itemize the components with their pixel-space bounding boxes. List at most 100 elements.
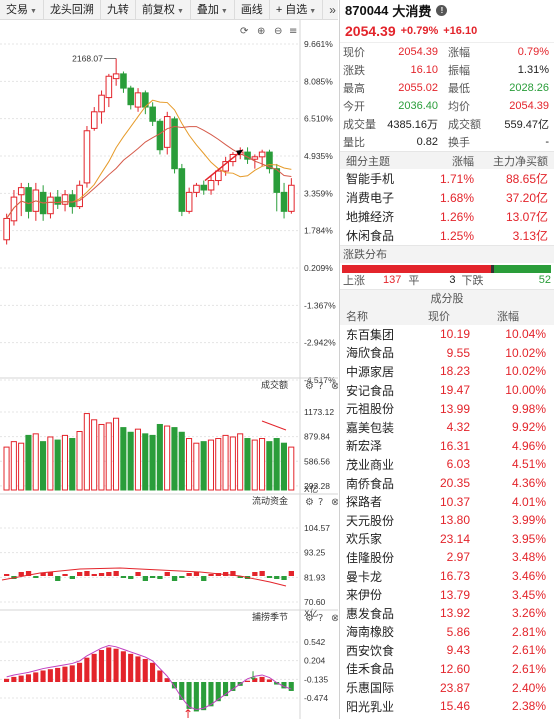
constituent-row[interactable]: 阳光乳业 15.46 2.38% bbox=[340, 697, 554, 716]
flow-bar bbox=[84, 571, 90, 576]
volume-bar bbox=[91, 419, 98, 491]
constituent-name: 东百集团 bbox=[346, 327, 395, 342]
oscillator-bar bbox=[18, 675, 24, 682]
volume-bar bbox=[171, 427, 178, 491]
constituent-row[interactable]: 南侨食品 20.35 4.36% bbox=[340, 474, 554, 493]
menu-icon: ≡ bbox=[289, 26, 297, 37]
constituent-row[interactable]: 探路者 10.37 4.01% bbox=[340, 492, 554, 511]
volume-bar bbox=[25, 434, 32, 491]
volume-bar bbox=[105, 422, 112, 491]
quote-value: 0.79% bbox=[517, 46, 549, 58]
constituent-row[interactable]: 佳隆股份 2.97 3.48% bbox=[340, 548, 554, 567]
constituent-change: 10.00% bbox=[505, 383, 546, 398]
constituent-change: 2.61% bbox=[511, 661, 546, 676]
quote-value: 0.82 bbox=[416, 136, 438, 148]
volume-axis-tick: 879.84 bbox=[304, 432, 330, 442]
candle-body bbox=[193, 184, 200, 193]
sector-table: 细分主题 涨幅 主力净买额 智能手机 1.71% 88.65亿 消费电子 1.68% 37.20… bbox=[340, 151, 554, 245]
change-value: +16.10 bbox=[443, 25, 478, 37]
constituent-row[interactable]: 中源家居 18.23 10.02% bbox=[340, 362, 554, 381]
volume-bar bbox=[178, 431, 185, 491]
constituent-row[interactable]: 来伊份 13.79 3.45% bbox=[340, 585, 554, 604]
constituent-row[interactable]: 嘉美包装 4.32 9.92% bbox=[340, 418, 554, 437]
toolbar-overlay[interactable]: 叠加 ▼ bbox=[191, 0, 235, 20]
constituent-row[interactable]: 佳禾食品 12.60 2.61% bbox=[340, 660, 554, 679]
candle-body bbox=[200, 184, 208, 191]
stock-name: 大消费 bbox=[392, 3, 432, 19]
constituent-change: 4.96% bbox=[511, 438, 546, 453]
candle-body bbox=[207, 180, 215, 191]
info-icon[interactable]: ! bbox=[436, 4, 448, 16]
quote-row: 涨跌 16.10 振幅 1.31% bbox=[340, 61, 554, 79]
oscillator-bar bbox=[91, 653, 97, 682]
constituent-row[interactable]: 惠发食品 13.92 3.26% bbox=[340, 604, 554, 623]
volume-bar bbox=[76, 431, 83, 491]
toolbar-trade[interactable]: 交易 ▼ bbox=[0, 0, 44, 20]
up-label: 上涨 bbox=[343, 275, 365, 287]
oscillator-bar bbox=[106, 647, 112, 682]
constituent-row[interactable]: 东百集团 10.19 10.04% bbox=[340, 325, 554, 344]
constituent-name: 探路者 bbox=[346, 495, 383, 510]
oscillator-bar bbox=[288, 682, 294, 691]
constituent-row[interactable]: 欢乐家 23.14 3.95% bbox=[340, 530, 554, 549]
oscillator-bar bbox=[128, 653, 134, 682]
sector-change: 1.26% bbox=[439, 209, 474, 224]
sector-row[interactable]: 休闲食品 1.25% 3.13亿 bbox=[340, 226, 554, 245]
quote-label: 涨跌 bbox=[343, 65, 365, 77]
constituent-row[interactable]: 海欣食品 9.55 10.02% bbox=[340, 344, 554, 363]
oscillator-bar bbox=[215, 682, 221, 702]
oscillator-title: 捕捞季节 bbox=[252, 611, 288, 622]
toolbar-add-watchlist[interactable]: + 自选 ▼ bbox=[270, 0, 324, 20]
constituent-row[interactable]: 茂业商业 6.03 4.51% bbox=[340, 455, 554, 474]
oscillator-bar bbox=[11, 676, 17, 682]
sector-net-buy: 88.65亿 bbox=[505, 172, 548, 186]
flow-bar bbox=[106, 572, 112, 576]
toolbar-leader-review[interactable]: 龙头回溯 bbox=[44, 0, 101, 20]
flow-bar bbox=[252, 572, 258, 576]
constituent-price: 4.32 bbox=[446, 420, 470, 435]
settings-icon: ⚙ bbox=[305, 497, 314, 508]
sector-header-cell: 主力净买额 bbox=[493, 155, 548, 168]
constituent-name: 惠发食品 bbox=[346, 606, 395, 621]
flow-axis-tick: 104.57 bbox=[304, 523, 330, 533]
stock-chart-svg[interactable]: 9.661% 8.085% 6.510% 4.935% 3.359% 1.784% 0.20… bbox=[0, 20, 338, 719]
constituent-price: 18.23 bbox=[439, 364, 470, 379]
candle-body bbox=[258, 151, 266, 158]
constituent-row[interactable]: 天元股份 13.80 3.99% bbox=[340, 511, 554, 530]
toolbar-adjust[interactable]: 前复权 ▼ bbox=[136, 0, 191, 20]
sector-header: 细分主题 涨幅 主力净买额 bbox=[340, 151, 554, 169]
constituent-row[interactable]: 乐惠国际 23.87 2.40% bbox=[340, 678, 554, 697]
oscillator-bar bbox=[157, 670, 163, 682]
toolbar-nine-turn[interactable]: 九转 bbox=[101, 0, 136, 20]
flow-bar bbox=[4, 574, 10, 576]
quote-value: 2055.02 bbox=[398, 82, 438, 94]
toolbar-draw[interactable]: 画线 bbox=[235, 0, 270, 20]
chart-area[interactable]: 9.661% 8.085% 6.510% 4.935% 3.359% 1.784% 0.20… bbox=[0, 20, 338, 719]
candle-body bbox=[47, 196, 54, 215]
sector-row[interactable]: 消费电子 1.68% 37.20亿 bbox=[340, 188, 554, 207]
sector-row[interactable]: 地摊经济 1.26% 13.07亿 bbox=[340, 207, 554, 226]
constituent-row[interactable]: 新宏泽 16.31 4.96% bbox=[340, 437, 554, 456]
flow-bar bbox=[193, 572, 200, 576]
constituent-row[interactable]: 西安饮食 9.43 2.61% bbox=[340, 641, 554, 660]
constituent-name: 南侨食品 bbox=[346, 476, 395, 491]
candle-body bbox=[280, 191, 288, 212]
constituent-row[interactable]: 安记食品 19.47 10.00% bbox=[340, 381, 554, 400]
current-price: 2054.39 bbox=[345, 23, 396, 39]
constituent-row[interactable]: 曼卡龙 16.73 3.46% bbox=[340, 567, 554, 586]
price-axis-tick: -2.942% bbox=[304, 338, 336, 348]
flow-bar bbox=[77, 572, 83, 576]
volume-bar bbox=[156, 423, 163, 491]
volume-bar bbox=[193, 442, 200, 491]
toolbar-more-icon[interactable]: » bbox=[329, 2, 336, 17]
flow-bar bbox=[259, 571, 265, 576]
volume-axis-tick: 586.56 bbox=[304, 456, 330, 466]
volume-bar bbox=[3, 446, 10, 491]
candle-body bbox=[25, 187, 32, 212]
constituent-row[interactable]: 元祖股份 13.99 9.98% bbox=[340, 399, 554, 418]
flow-bar bbox=[98, 573, 105, 576]
constituent-row[interactable]: 海南橡胶 5.86 2.81% bbox=[340, 623, 554, 642]
sector-row[interactable]: 智能手机 1.71% 88.65亿 bbox=[340, 169, 554, 188]
oscillator-bar bbox=[77, 662, 83, 682]
flow-bar bbox=[186, 573, 192, 576]
